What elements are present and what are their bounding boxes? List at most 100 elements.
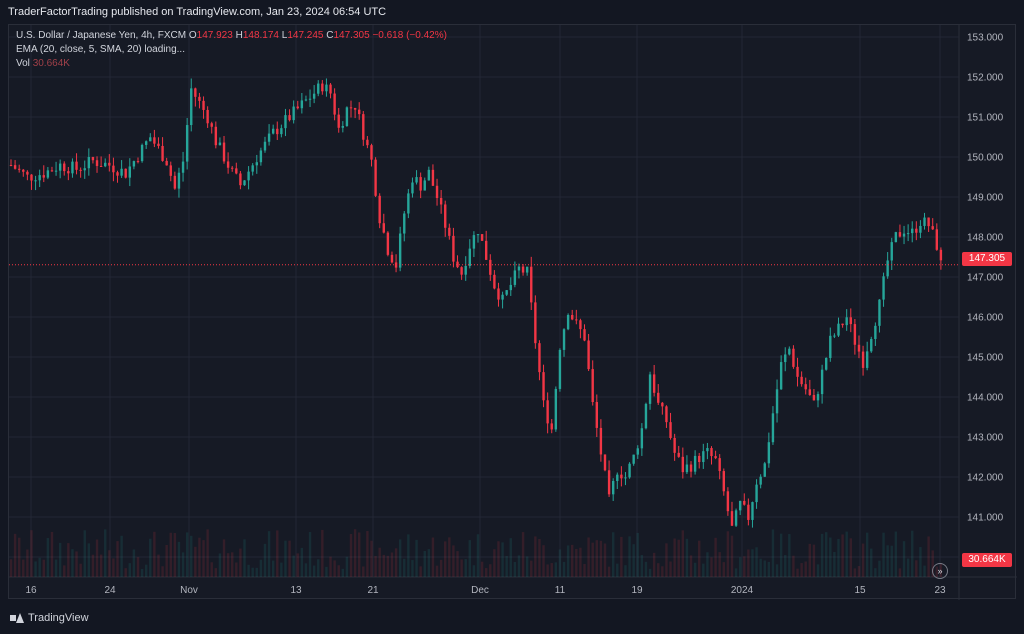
candle-body: [300, 100, 304, 109]
candle-body: [521, 266, 525, 273]
candle-body: [398, 233, 402, 268]
volume-bar: [829, 537, 832, 577]
candle-body: [874, 325, 877, 340]
candle-body: [403, 213, 406, 234]
volume-bar: [79, 563, 82, 577]
candle-body: [362, 114, 365, 140]
candle-body: [411, 182, 414, 194]
candle-body: [390, 254, 394, 263]
candle-body: [693, 455, 697, 472]
candle-body: [525, 266, 529, 273]
volume-bar: [886, 545, 889, 577]
y-tick-label: 153.000: [967, 33, 1004, 44]
candle-body: [640, 428, 644, 449]
candle-body: [247, 171, 250, 181]
candle-body: [710, 448, 713, 457]
volume-bar: [378, 547, 381, 577]
volume-bar: [640, 554, 644, 577]
x-tick-label: 15: [854, 585, 866, 596]
publish-info: TraderFactorTrading published on Trading…: [8, 6, 387, 18]
legend-change: −0.618 (−0.42%): [372, 30, 447, 41]
go-to-realtime-icon[interactable]: »: [932, 563, 948, 579]
y-tick-label: 144.000: [967, 393, 1004, 404]
candle-body: [157, 143, 160, 146]
legend-ohlc: U.S. Dollar / Japanese Yen, 4h, FXCM O14…: [16, 30, 447, 41]
volume-bar: [480, 561, 484, 577]
candle-body: [743, 500, 746, 505]
candle-body: [652, 374, 656, 393]
candle-body: [812, 394, 816, 401]
candle-body: [407, 193, 410, 214]
legend-l-label: L: [281, 30, 288, 41]
volume-bar: [558, 549, 562, 577]
candle-body: [738, 500, 742, 511]
candle-body: [628, 463, 631, 478]
volume-bar: [329, 556, 332, 577]
candle-body: [288, 115, 291, 121]
tradingview-logo-icon: [10, 613, 24, 623]
volume-bar: [181, 552, 185, 577]
volume-bar: [63, 565, 66, 577]
legend-volume[interactable]: Vol 30.664K: [16, 58, 70, 69]
candle-body: [882, 276, 885, 300]
legend-ema[interactable]: EMA (20, close, 5, SMA, 20) loading...: [16, 44, 185, 55]
volume-bar: [804, 561, 807, 577]
candle-body: [452, 235, 455, 262]
candle-body: [878, 299, 881, 326]
volume-bar: [919, 547, 922, 577]
volume-bar: [439, 559, 443, 577]
candle-body: [784, 354, 787, 363]
candle-body: [431, 169, 435, 186]
candle-body: [804, 384, 807, 390]
footer-brand[interactable]: TradingView: [10, 612, 89, 624]
volume-bar: [50, 531, 54, 577]
y-tick-label: 152.000: [967, 73, 1004, 84]
volume-bar: [398, 539, 402, 577]
candle-body: [231, 167, 234, 169]
volume-bar: [358, 532, 361, 577]
candle-body: [861, 351, 865, 368]
volume-bar: [431, 537, 435, 577]
candle-body: [140, 144, 144, 162]
volume-bar: [46, 538, 50, 577]
volume-bar: [894, 531, 898, 577]
volume-bar: [542, 545, 545, 577]
candle-body: [902, 233, 906, 237]
x-tick-label: 23: [934, 585, 946, 596]
volume-bar: [632, 544, 635, 577]
candle-body: [796, 366, 799, 377]
volume-bar: [607, 566, 611, 577]
volume-bar: [702, 563, 705, 577]
candle-body: [726, 491, 730, 512]
volume-bar: [460, 559, 463, 577]
volume-bar: [599, 540, 603, 577]
candle-body: [484, 240, 488, 260]
candle-body: [599, 427, 603, 455]
candle-body: [128, 166, 131, 178]
y-tick-label: 149.000: [967, 193, 1004, 204]
price-chart[interactable]: 140.000141.000142.000143.000144.000145.0…: [9, 25, 1017, 600]
candle-body: [845, 317, 848, 326]
volume-bar: [108, 550, 111, 577]
chart-frame[interactable]: 140.000141.000142.000143.000144.000145.0…: [8, 24, 1017, 600]
volume-bar: [550, 563, 553, 577]
brand-label: TradingView: [28, 612, 89, 624]
legend-symbol[interactable]: U.S. Dollar / Japanese Yen, 4h, FXCM: [16, 30, 187, 41]
candle-body: [714, 456, 717, 459]
volume-bar: [353, 529, 357, 577]
volume-bar: [128, 563, 131, 577]
y-tick-label: 151.000: [967, 113, 1004, 124]
candle-body: [808, 389, 812, 395]
volume-bar: [611, 532, 615, 577]
candle-body: [108, 162, 111, 166]
candle-body: [194, 88, 197, 97]
candle-body: [198, 96, 201, 101]
candle-body: [54, 170, 58, 172]
volume-bar: [276, 530, 279, 577]
candle-body: [456, 261, 459, 268]
volume-bar: [923, 565, 926, 577]
x-tick-label: 24: [104, 585, 116, 596]
candle-body: [927, 217, 930, 227]
candle-body: [575, 319, 578, 321]
volume-bar: [280, 562, 283, 577]
